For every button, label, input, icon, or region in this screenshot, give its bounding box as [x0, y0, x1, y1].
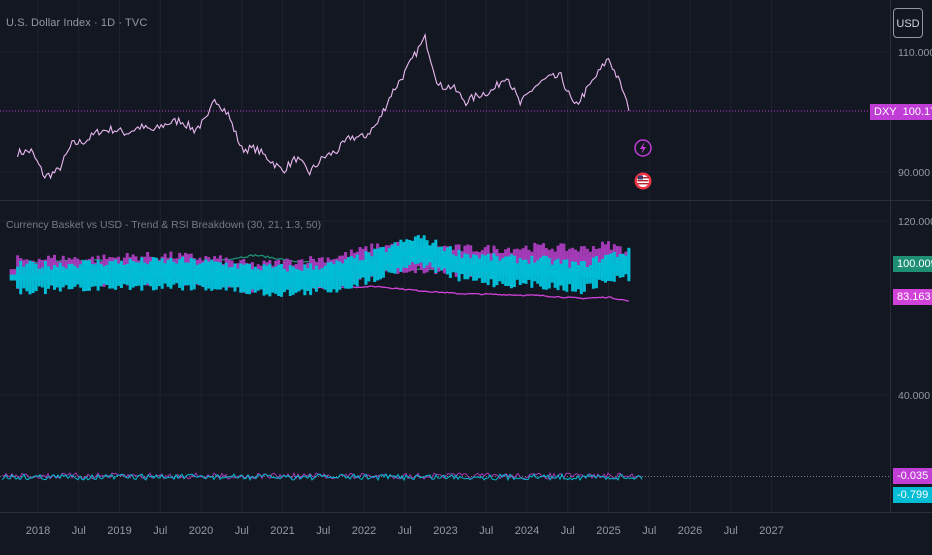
price-tick-1: 90.000	[898, 167, 930, 179]
dxy-tag-value: 100.177	[902, 106, 932, 118]
indicator-tick-0: 120.000	[898, 216, 932, 228]
time-tick-14: 2025	[596, 525, 620, 537]
lightning-icon	[634, 139, 652, 157]
dxy-price-tag: DXY 100.177	[870, 104, 932, 120]
time-tick-4: 2020	[189, 525, 213, 537]
symbol-title[interactable]: U.S. Dollar Index · 1D · TVC	[6, 17, 148, 29]
time-tick-13: Jul	[561, 525, 575, 537]
time-tick-6: 2021	[270, 525, 294, 537]
price-tick-0: 110.000	[898, 47, 932, 59]
currency-button[interactable]: USD	[893, 8, 923, 38]
time-tick-7: Jul	[316, 525, 330, 537]
us-flag-icon	[634, 172, 652, 190]
indicator-tick-1: 40.000	[898, 390, 930, 402]
dxy-line	[17, 32, 630, 180]
time-tick-9: Jul	[398, 525, 412, 537]
time-tick-17: Jul	[724, 525, 738, 537]
time-tick-15: Jul	[642, 525, 656, 537]
time-tick-3: Jul	[153, 525, 167, 537]
time-tick-16: 2026	[678, 525, 702, 537]
pink-price-tag: 83.163	[893, 289, 932, 305]
time-tick-12: 2024	[515, 525, 539, 537]
time-tick-5: Jul	[235, 525, 249, 537]
osc-cyan-price-tag: -0.799	[893, 487, 932, 503]
time-tick-2: 2019	[107, 525, 131, 537]
osc-pink-price-tag: -0.035	[893, 468, 932, 484]
cyan-crosses	[9, 235, 631, 297]
indicator-title[interactable]: Currency Basket vs USD - Trend & RSI Bre…	[6, 219, 322, 231]
oscillator-cyan-line	[1, 472, 643, 482]
time-tick-11: Jul	[479, 525, 493, 537]
dxy-tag-label: DXY	[874, 106, 897, 118]
time-tick-8: 2022	[352, 525, 376, 537]
teal-price-tag: 100.009	[893, 256, 932, 272]
time-tick-0: 2018	[26, 525, 50, 537]
time-tick-1: Jul	[72, 525, 86, 537]
time-tick-18: 2027	[759, 525, 783, 537]
time-tick-10: 2023	[433, 525, 457, 537]
